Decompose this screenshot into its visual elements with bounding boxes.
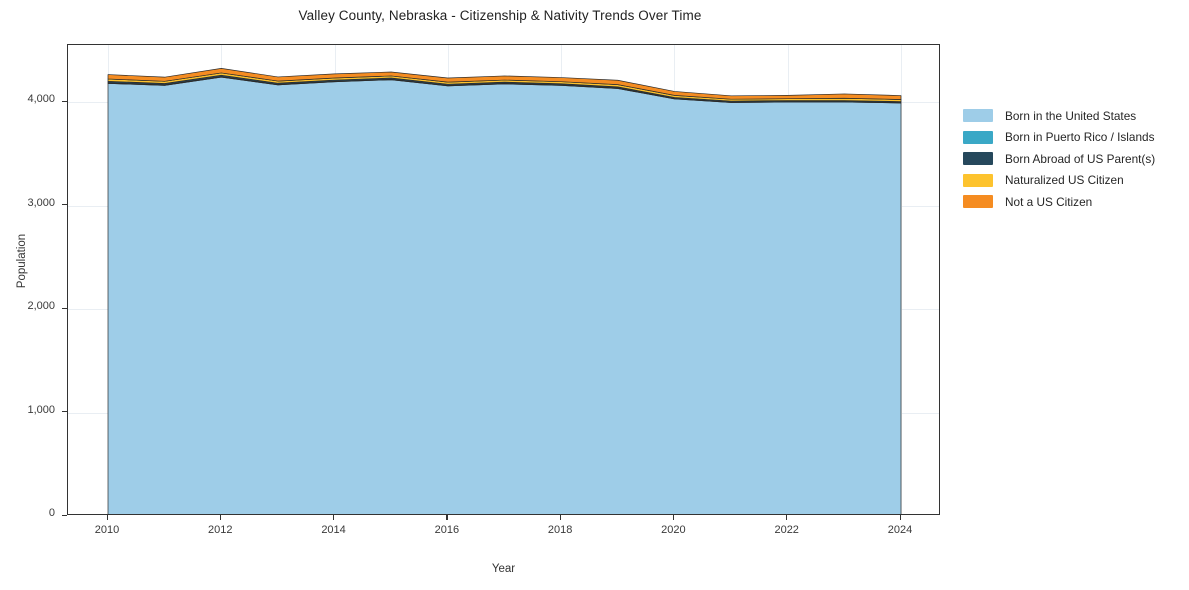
legend-swatch-icon [963,130,993,144]
x-axis-tick-mark [559,515,561,520]
legend-item[interactable]: Naturalized US Citizen [963,170,1185,192]
legend-swatch-icon [963,152,993,166]
x-axis-tick-label: 2010 [94,524,120,536]
x-axis-tick-label: 2024 [887,524,913,536]
legend-item[interactable]: Born in Puerto Rico / Islands [963,127,1185,149]
legend-swatch-icon [963,173,993,187]
y-axis-tick-mark [62,100,67,102]
x-axis-tick-label: 2016 [434,524,460,536]
x-axis-tick-label: 2014 [321,524,346,536]
stacked-area-plot [107,68,902,514]
legend-item-label: Naturalized US Citizen [1005,173,1124,188]
y-axis-tick-label: 2,000 [27,300,55,312]
y-axis-tick-label: 0 [48,507,55,519]
plot-inner [68,45,939,514]
legend-item-label: Born in the United States [1005,108,1137,123]
chart-title: Valley County, Nebraska - Citizenship & … [298,8,702,23]
legend-item[interactable]: Born Abroad of US Parent(s) [963,148,1185,170]
y-axis-tick-mark [62,411,67,413]
legend-swatch-icon [963,195,993,209]
y-axis-tick-mark [62,514,67,516]
gridline-vertical [901,45,902,514]
y-axis-title: Population [16,233,28,289]
chart-legend: Born in the United States Born in Puerto … [963,105,1185,213]
x-axis-tick-label: 2018 [547,524,573,536]
legend-item-label: Born in Puerto Rico / Islands [1005,130,1155,145]
x-axis-tick-mark [786,515,788,520]
x-axis-tick-mark [106,515,108,520]
x-axis-tick-mark [446,515,448,520]
y-axis-tick-label: 4,000 [27,93,55,105]
y-axis-tick-label: 1,000 [27,403,55,416]
x-axis-title: Year [491,563,516,575]
legend-item[interactable]: Born in the United States [963,105,1185,127]
x-axis-tick-mark [333,515,335,520]
x-axis-tick-label: 2020 [661,524,686,536]
legend-item[interactable]: Not a US Citizen [963,191,1185,213]
x-axis-tick-label: 2022 [774,524,799,536]
y-axis-tick-mark [62,204,67,206]
legend-item-label: Born Abroad of US Parent(s) [1005,151,1156,166]
x-axis-tick-mark [899,515,901,520]
x-axis-tick-label: 2012 [208,524,233,536]
legend-item-label: Not a US Citizen [1005,194,1093,209]
x-axis-tick-mark [219,515,221,520]
x-axis-tick-mark [672,515,675,520]
y-axis-tick-mark [62,307,67,309]
y-axis-tick-label: 3,000 [27,196,55,209]
area-series [107,76,902,514]
legend-swatch-icon [963,109,993,123]
plot-area [67,44,940,515]
area-series [107,68,902,100]
